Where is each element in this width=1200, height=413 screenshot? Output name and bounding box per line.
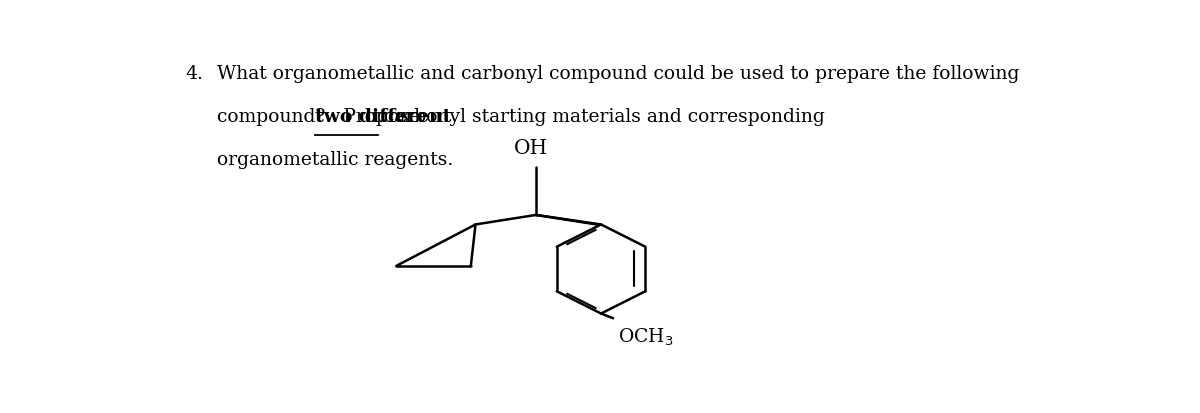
Text: What organometallic and carbonyl compound could be used to prepare the following: What organometallic and carbonyl compoun… — [217, 65, 1019, 83]
Text: compound?   Propose: compound? Propose — [217, 108, 426, 126]
Text: two different: two different — [314, 108, 451, 126]
Text: organometallic reagents.: organometallic reagents. — [217, 151, 454, 169]
Text: OH: OH — [515, 139, 548, 158]
Text: carbonyl starting materials and corresponding: carbonyl starting materials and correspo… — [378, 108, 824, 126]
Text: 4.: 4. — [185, 65, 203, 83]
Text: OCH$_3$: OCH$_3$ — [618, 326, 673, 347]
